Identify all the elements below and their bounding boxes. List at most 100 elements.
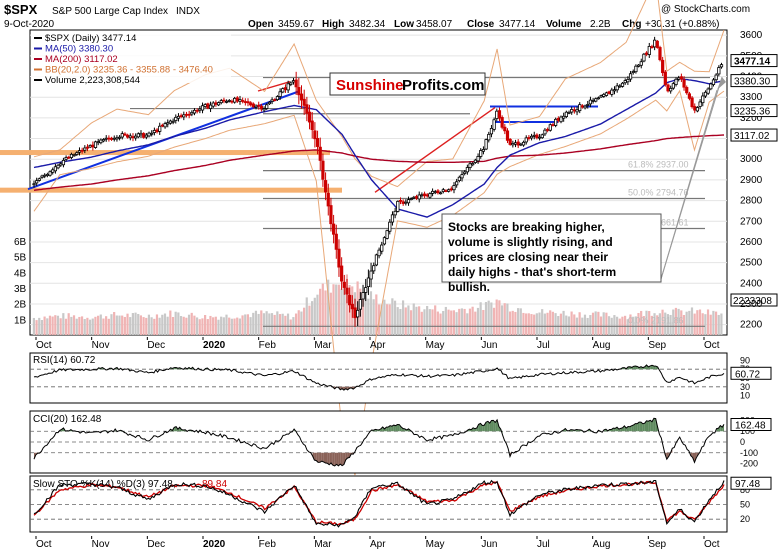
- candle-body: [147, 132, 151, 137]
- candle-body: [620, 82, 625, 87]
- month-label: Oct: [704, 340, 720, 351]
- candle-body: [136, 133, 140, 138]
- volume-bar: [500, 305, 504, 335]
- candle-body: [634, 65, 638, 73]
- candle-body: [369, 270, 373, 280]
- overbought-fill: [401, 426, 403, 432]
- candle-body: [639, 61, 643, 66]
- candle-body: [572, 109, 576, 112]
- candle-body: [460, 174, 464, 179]
- price-tag-box: [730, 54, 778, 68]
- volume-bar: [458, 308, 461, 335]
- volume-bar: [163, 313, 167, 335]
- candle-body: [302, 98, 306, 106]
- volume-bar: [399, 308, 402, 335]
- volume-bar: [527, 313, 530, 335]
- volume-bar: [257, 313, 260, 335]
- candle-body: [334, 233, 338, 250]
- volume-bar: [273, 314, 276, 335]
- volume-bar: [415, 306, 418, 335]
- candle-body: [548, 124, 552, 131]
- volume-bar: [88, 319, 92, 335]
- oversold-fill: [319, 452, 322, 463]
- candle-body: [521, 141, 526, 146]
- volume-bar: [551, 311, 554, 335]
- overbought-fill: [633, 423, 636, 432]
- overbought-fill: [495, 419, 498, 432]
- volume-bar: [525, 313, 528, 335]
- indicator-tag-box: [730, 366, 772, 380]
- volume-bar: [559, 313, 563, 335]
- volume-bar: [720, 313, 723, 335]
- candle-body: [278, 91, 282, 97]
- volume-bar: [554, 313, 557, 335]
- oversold-fill: [338, 452, 341, 466]
- month-label: Dec: [147, 340, 165, 351]
- commentary-callout: Stocks are breaking higher, volume is sli…: [441, 76, 726, 294]
- volume-bar: [241, 315, 244, 335]
- candle-body: [283, 87, 288, 91]
- volume-bar: [396, 307, 399, 335]
- indicator-tick-label: -200: [740, 459, 758, 469]
- month-label: Nov: [92, 340, 110, 351]
- candle-body: [414, 196, 419, 199]
- commentary-line: bullish.: [448, 280, 490, 294]
- candle-body: [631, 71, 635, 74]
- candle-body: [267, 101, 272, 105]
- legend-background: [31, 31, 231, 83]
- candle-body: [602, 93, 606, 97]
- candle-body: [495, 110, 499, 120]
- volume-bar: [706, 309, 710, 335]
- candle-body: [61, 159, 66, 166]
- candle-body: [192, 109, 197, 114]
- candle-body: [198, 108, 202, 111]
- volume-bar: [340, 288, 343, 335]
- volume-bar: [278, 314, 282, 335]
- price-tag-label: 3477.14: [734, 57, 771, 68]
- candle-body: [35, 180, 39, 184]
- price-tick-label: 3000: [740, 154, 763, 165]
- low-label: Low: [394, 19, 414, 30]
- month-label: Apr: [370, 539, 386, 550]
- candle-body: [174, 116, 178, 121]
- sto-tick-label: 50: [740, 500, 750, 510]
- volume-bar: [220, 316, 223, 335]
- volume-bar: [177, 312, 180, 335]
- month-label: Mar: [314, 539, 332, 550]
- oversold-fill: [347, 452, 350, 459]
- indicator-line: [33, 364, 725, 391]
- volume-bar: [206, 319, 209, 335]
- volume-bar: [680, 310, 683, 335]
- volume-bar: [690, 307, 694, 335]
- volume-bar: [597, 311, 600, 335]
- rsi-panel: [29, 352, 728, 404]
- bollinger-upper: [33, 0, 725, 188]
- candle-body: [353, 307, 357, 319]
- volume-bar: [115, 315, 118, 335]
- candle-body: [385, 230, 389, 239]
- candle-body: [85, 146, 90, 149]
- volume-bar: [198, 319, 201, 335]
- high-label: High: [322, 19, 344, 30]
- volume-bar: [187, 314, 191, 335]
- volume-label: Volume: [546, 19, 582, 30]
- candle-body: [687, 93, 692, 99]
- candle-body: [479, 150, 483, 157]
- price-tag-label: 3380.30: [734, 77, 771, 88]
- candle-body: [487, 133, 491, 141]
- candle-body: [570, 109, 574, 113]
- candle-body: [693, 106, 697, 111]
- candle-body: [685, 87, 689, 94]
- watermark: @ StockCharts.com: [661, 4, 750, 15]
- volume-bar: [664, 312, 667, 335]
- candle-body: [505, 130, 510, 141]
- volume-bar: [672, 309, 675, 335]
- volume-bar: [648, 311, 651, 335]
- candle-body: [72, 154, 76, 157]
- candle-body: [99, 139, 103, 144]
- volume-bar: [514, 311, 517, 335]
- volume-bar: [166, 316, 169, 335]
- volume-bar: [345, 274, 348, 335]
- candle-body: [139, 132, 143, 136]
- volume-bar: [455, 312, 458, 335]
